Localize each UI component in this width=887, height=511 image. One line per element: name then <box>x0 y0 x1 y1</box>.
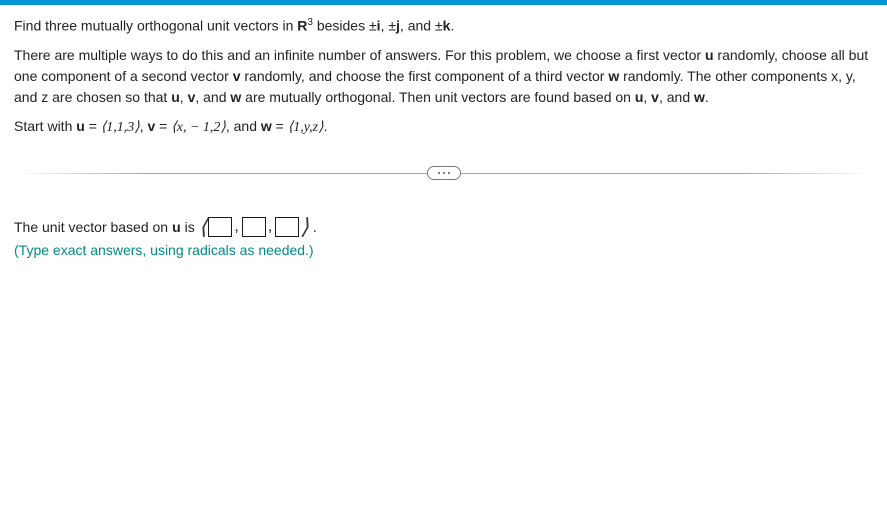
expand-button[interactable] <box>427 166 461 180</box>
text: , and ± <box>400 18 443 34</box>
answer-input-2[interactable] <box>242 217 266 237</box>
text: . <box>450 18 454 34</box>
vector-w: w <box>261 118 272 134</box>
vector-u: u <box>76 118 85 134</box>
problem-line-1: Find three mutually orthogonal unit vect… <box>14 15 873 37</box>
text: are mutually orthogonal. Then unit vecto… <box>241 89 635 105</box>
problem-content: Find three mutually orthogonal unit vect… <box>0 5 887 258</box>
text: , ± <box>381 18 396 34</box>
answer-prompt-line: The unit vector based on u is ⟨ , , ⟩ . <box>14 216 873 238</box>
close-bracket: ⟩ <box>300 216 309 238</box>
answer-tuple: ⟨ , , ⟩ <box>199 216 309 238</box>
tuple-w: ⟨1,y,z⟩ <box>288 120 324 135</box>
problem-paragraph-2: There are multiple ways to do this and a… <box>14 45 873 108</box>
text: besides ± <box>313 18 377 34</box>
tuple-u: ⟨1,1,3⟩ <box>101 120 140 135</box>
text: There are multiple ways to do this and a… <box>14 47 705 63</box>
vector-u: u <box>705 47 714 63</box>
text: Find three mutually orthogonal unit vect… <box>14 18 297 34</box>
text: randomly, and choose the first component… <box>241 68 609 84</box>
vector-v: v <box>651 89 659 105</box>
vector-w: w <box>230 89 241 105</box>
answer-input-1[interactable] <box>208 217 232 237</box>
dot-icon <box>438 172 440 174</box>
dot-icon <box>443 172 445 174</box>
text: , and <box>195 89 230 105</box>
R-symbol: R <box>297 18 307 34</box>
text: , <box>140 118 148 134</box>
answer-input-3[interactable] <box>275 217 299 237</box>
problem-line-3: Start with u = ⟨1,1,3⟩, v = ⟨x, − 1,2⟩, … <box>14 116 873 138</box>
text: = <box>155 118 171 134</box>
vector-u: u <box>171 89 180 105</box>
dot-icon <box>448 172 450 174</box>
text: , <box>180 89 188 105</box>
text: Start with <box>14 118 76 134</box>
text: The unit vector based on <box>14 219 168 235</box>
text: = <box>85 118 101 134</box>
tuple-v: ⟨x, − 1,2⟩ <box>171 120 226 135</box>
text: , and <box>659 89 694 105</box>
separator <box>14 166 873 180</box>
comma: , <box>233 218 240 236</box>
vector-u: u <box>172 219 181 235</box>
text: , and <box>226 118 261 134</box>
text: . <box>324 118 328 134</box>
vector-v: v <box>233 68 241 84</box>
comma: , <box>267 218 274 236</box>
vector-w: w <box>608 68 619 84</box>
open-bracket: ⟨ <box>199 216 208 238</box>
text: is <box>185 219 195 235</box>
text: = <box>272 118 288 134</box>
text: , <box>643 89 651 105</box>
text: . <box>705 89 709 105</box>
vector-w: w <box>694 89 705 105</box>
answer-hint: (Type exact answers, using radicals as n… <box>14 242 873 258</box>
text: . <box>313 219 317 235</box>
